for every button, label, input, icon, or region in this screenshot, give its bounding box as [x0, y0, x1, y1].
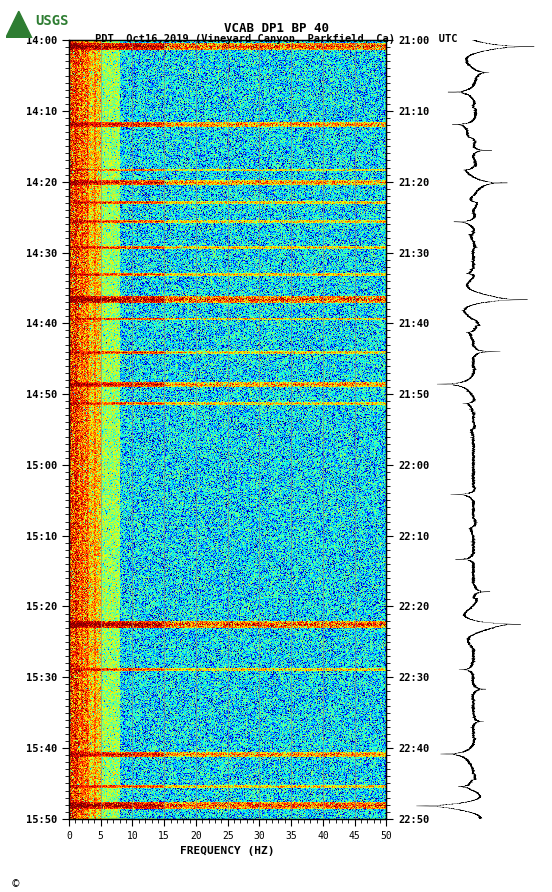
Text: PDT  Oct16,2019 (Vineyard Canyon, Parkfield, Ca)       UTC: PDT Oct16,2019 (Vineyard Canyon, Parkfie…: [95, 34, 457, 44]
X-axis label: FREQUENCY (HZ): FREQUENCY (HZ): [181, 847, 275, 856]
Text: USGS: USGS: [35, 14, 69, 29]
Polygon shape: [6, 12, 32, 38]
Text: ©: ©: [11, 880, 21, 889]
Text: VCAB DP1 BP 40: VCAB DP1 BP 40: [224, 22, 328, 36]
